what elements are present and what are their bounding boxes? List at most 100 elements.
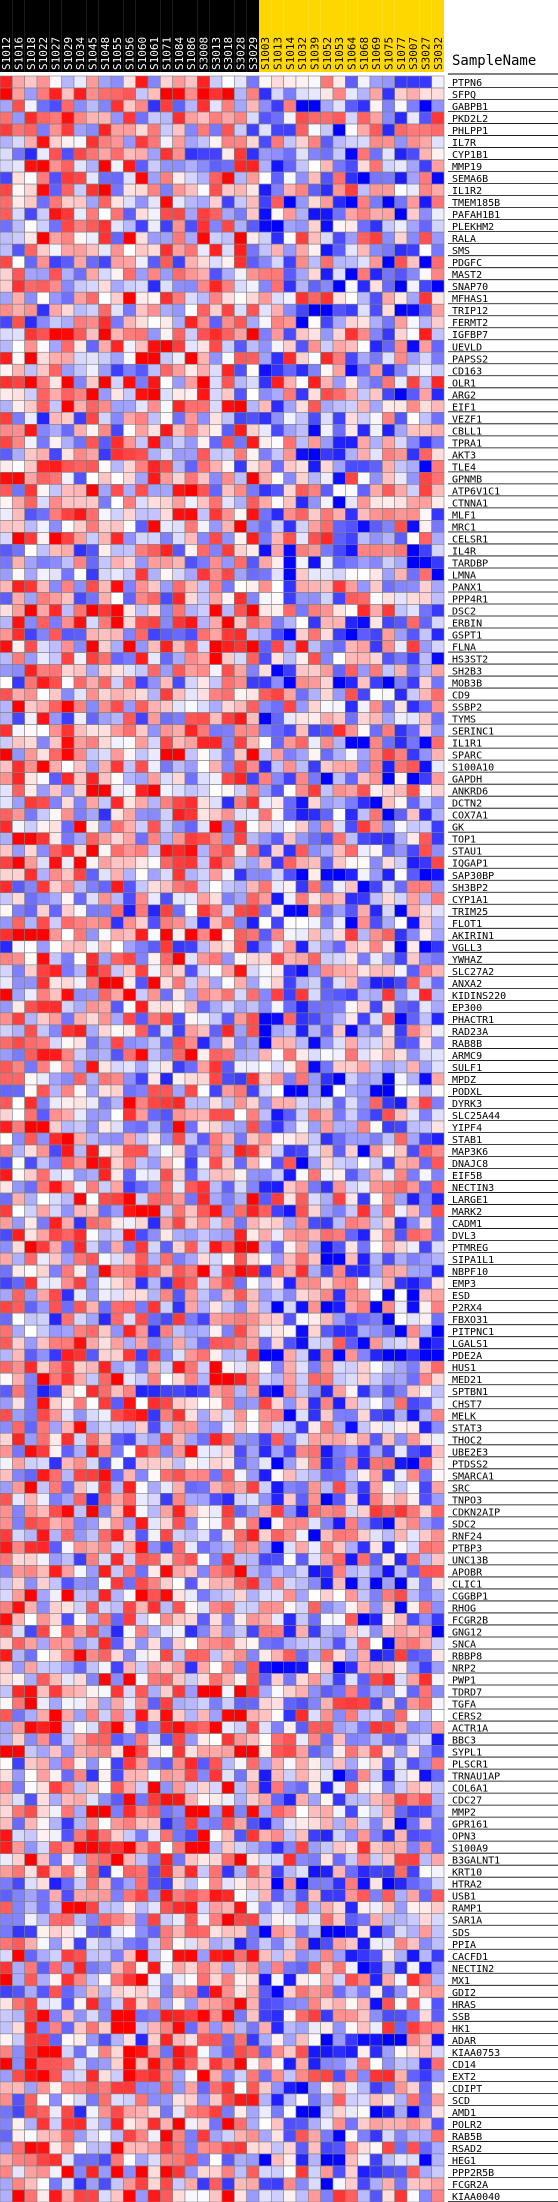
heatmap-cell [234,1252,247,1266]
heatmap-cell [283,592,297,605]
heatmap-cell [258,1060,272,1074]
heatmap-cell [135,1192,149,1206]
column-label: S1014 [284,37,297,70]
heatmap-cell [431,1132,445,1146]
heatmap-cell [24,339,38,353]
heatmap-cell [345,1625,358,1638]
heatmap-cell [98,1108,112,1122]
heatmap-cell [320,1180,334,1194]
heatmap-cell [382,327,395,341]
heatmap-cell [406,1625,420,1638]
heatmap-cell [197,856,210,870]
heatmap-cell [24,1432,38,1446]
heatmap-cell [135,1529,149,1542]
heatmap-cell [123,760,136,773]
heatmap-cell [98,1276,112,1290]
heatmap-cell [36,303,50,317]
heatmap-cell [110,400,124,413]
heatmap-cell [197,1108,210,1122]
heatmap-cell [160,75,173,89]
heatmap-cell [172,988,186,1002]
heatmap-cell [271,400,284,413]
heatmap-cell [283,1408,297,1422]
heatmap-cell [419,832,432,846]
heatmap-cell [308,712,321,725]
heatmap-cell [382,844,395,858]
heatmap-cell [345,1348,358,1362]
heatmap-cell [246,1120,260,1134]
heatmap-cell [147,460,161,473]
heatmap-cell [419,1577,432,1590]
heatmap-cell [271,1553,284,1566]
heatmap-cell [12,628,25,641]
heatmap-cell [24,1697,38,1710]
heatmap-cell [12,424,25,437]
heatmap-cell [221,676,235,689]
heatmap-cell [160,1228,173,1242]
heatmap-cell [73,472,87,485]
heatmap-cell [332,111,346,125]
heatmap-cell [246,1192,260,1206]
heatmap-cell [406,1384,420,1398]
heatmap-cell [221,1541,235,1554]
heatmap-cell [110,832,124,846]
heatmap-cell [295,748,309,761]
heatmap-cell [308,1469,321,1482]
heatmap-cell [12,279,25,293]
heatmap-cell [24,171,38,185]
heatmap-cell [123,255,136,269]
heatmap-cell [419,1529,432,1542]
heatmap-cell [271,916,284,930]
heatmap-cell [295,339,309,353]
heatmap-cell [197,1685,210,1698]
heatmap-cell [431,1577,445,1590]
heatmap-cell [49,448,62,461]
heatmap-cell [61,1180,75,1194]
heatmap-cell [36,1685,50,1698]
heatmap-cell [197,327,210,341]
heatmap-cell [308,976,321,990]
heatmap-cell [184,123,198,137]
heatmap-cell [160,159,173,173]
heatmap-cell [110,940,124,954]
heatmap-cell [73,664,87,677]
heatmap-cell [221,472,235,485]
heatmap-cell [234,1012,247,1026]
heatmap-cell [419,688,432,701]
heatmap-cell [271,327,284,341]
heatmap-cell [24,1625,38,1638]
heatmap-cell [431,1204,445,1218]
heatmap-cell [271,75,284,89]
heatmap-cell [382,291,395,305]
heatmap-cell [36,496,50,509]
heatmap-cell [110,784,124,797]
heatmap-cell [295,724,309,737]
heatmap-cell [197,1625,210,1638]
heatmap-cell [197,1529,210,1542]
heatmap-cell [12,976,25,990]
heatmap-cell [110,1012,124,1026]
heatmap-cell [49,952,62,966]
heatmap-cell [110,1096,124,1110]
heatmap-cell [49,1204,62,1218]
heatmap-cell [234,327,247,341]
heatmap-cell [36,195,50,209]
column-header-cell [357,0,370,72]
heatmap-cell [357,1060,371,1074]
heatmap-cell [147,315,161,329]
heatmap-cell [221,988,235,1002]
heatmap-cell [283,868,297,882]
heatmap-cell [283,1120,297,1134]
heatmap-cell [197,1288,210,1302]
heatmap-cell [73,724,87,737]
heatmap-cell [98,424,112,437]
heatmap-cell [135,375,149,389]
heatmap-cell [209,315,223,329]
heatmap-cell [197,135,210,149]
heatmap-cell [246,1529,260,1542]
heatmap-cell [123,243,136,257]
heatmap-cell [234,712,247,725]
heatmap-cell [73,1024,87,1038]
heatmap-cell [123,1625,136,1638]
heatmap-cell [234,520,247,533]
